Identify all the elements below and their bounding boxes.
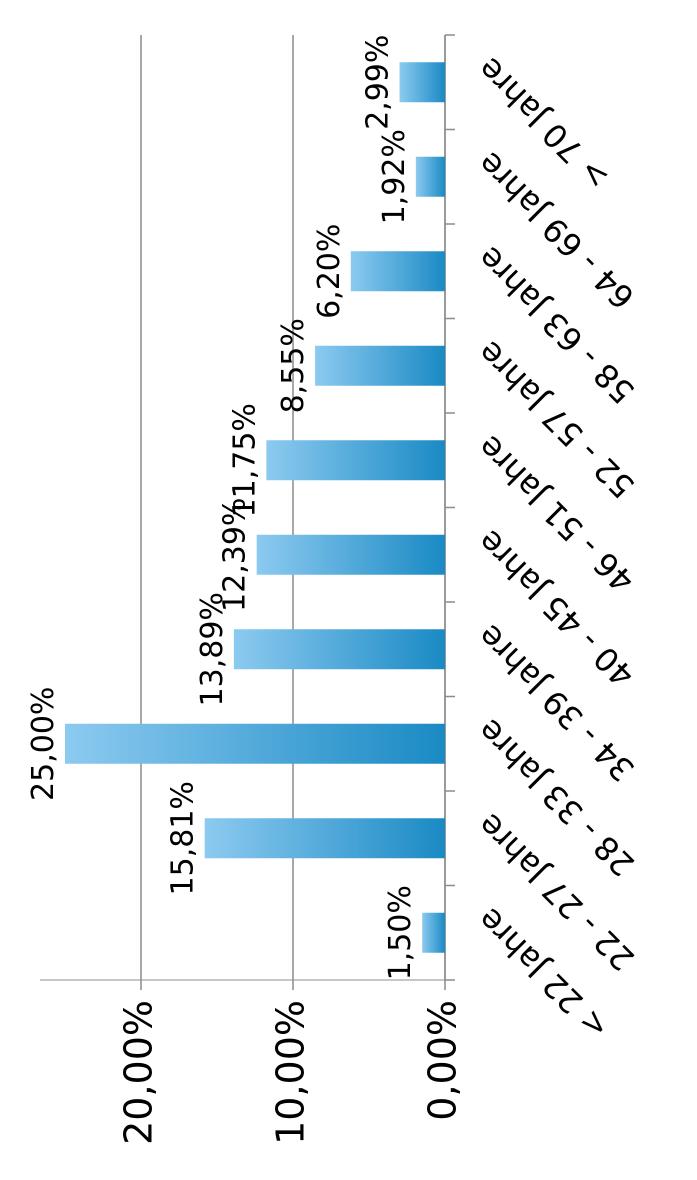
value-label: 1,50% bbox=[383, 885, 418, 980]
bar bbox=[422, 913, 445, 953]
bar bbox=[315, 346, 445, 386]
bar bbox=[65, 724, 445, 764]
y-tick-label: 20,00% bbox=[117, 1000, 161, 1145]
bar bbox=[266, 440, 445, 480]
value-label: 25,00% bbox=[26, 687, 61, 801]
bar bbox=[351, 251, 445, 291]
page: 0,00%10,00%20,00%1,50%< 22 Jahre15,81%22… bbox=[0, 0, 697, 1180]
value-label: 1,92% bbox=[377, 129, 412, 224]
y-tick-label: 10,00% bbox=[269, 1000, 313, 1145]
bar bbox=[234, 629, 445, 669]
bar bbox=[205, 818, 445, 858]
value-label: 11,75% bbox=[227, 403, 262, 517]
value-label: 2,99% bbox=[361, 35, 396, 130]
value-label: 15,81% bbox=[166, 781, 201, 895]
chart: 0,00%10,00%20,00%1,50%< 22 Jahre15,81%22… bbox=[0, 0, 697, 1180]
bar bbox=[416, 157, 445, 197]
value-label: 8,55% bbox=[276, 318, 311, 413]
plot-area: 0,00%10,00%20,00%1,50%< 22 Jahre15,81%22… bbox=[26, 35, 642, 1145]
bar bbox=[257, 535, 445, 575]
y-tick-label: 0,00% bbox=[421, 1000, 465, 1121]
bar bbox=[400, 62, 445, 102]
value-label: 6,20% bbox=[312, 224, 347, 319]
